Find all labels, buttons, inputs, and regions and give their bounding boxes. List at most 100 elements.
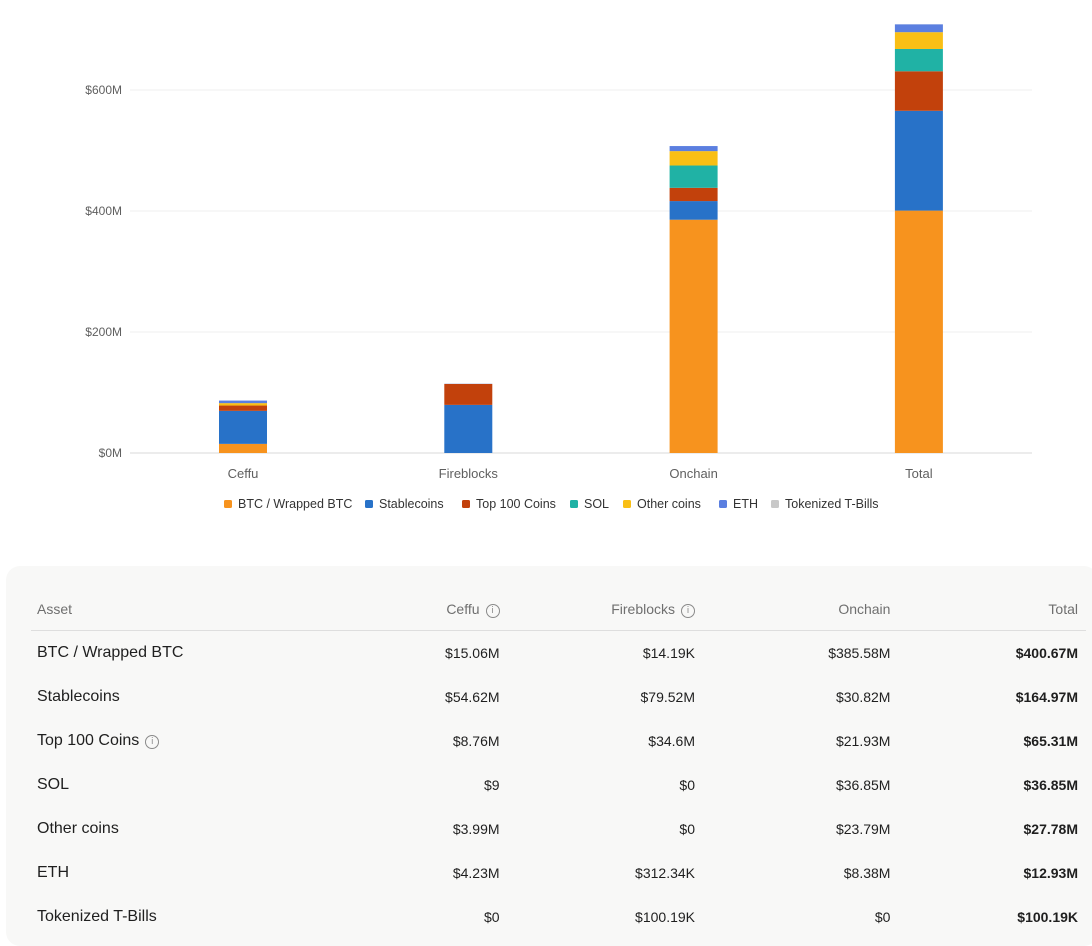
cell-asset: Stablecoins — [31, 675, 333, 719]
bar-segment[interactable] — [895, 24, 943, 32]
cell-total: $400.67M — [890, 631, 1086, 676]
cell-ceffu: $3.99M — [333, 807, 499, 851]
bar-segment[interactable] — [670, 220, 718, 453]
header-asset: Asset — [31, 588, 333, 631]
cell-onchain: $30.82M — [695, 675, 890, 719]
bar-segment[interactable] — [219, 406, 267, 411]
cell-ceffu-value: $8.76M — [453, 733, 500, 749]
x-category-label: Fireblocks — [439, 466, 499, 481]
info-icon[interactable]: i — [486, 604, 500, 618]
bar-segment[interactable] — [895, 211, 943, 453]
legend-item[interactable]: Tokenized T-Bills — [771, 497, 879, 511]
bar-segment[interactable] — [670, 201, 718, 220]
legend-label: BTC / Wrapped BTC — [238, 497, 352, 511]
legend-swatch — [719, 500, 727, 508]
cell-onchain-value: $21.93M — [836, 733, 890, 749]
cell-ceffu-value: $4.23M — [453, 865, 500, 881]
cell-onchain: $23.79M — [695, 807, 890, 851]
cell-asset-value: Tokenized T-Bills — [37, 908, 157, 925]
cell-onchain-value: $23.79M — [836, 821, 890, 837]
cell-asset-value: SOL — [37, 776, 69, 793]
cell-ceffu: $9 — [333, 763, 499, 807]
cell-ceffu-value: $9 — [484, 777, 500, 793]
header-onchain: Onchain — [695, 588, 890, 631]
cell-total: $27.78M — [890, 807, 1086, 851]
legend-item[interactable]: BTC / Wrapped BTC — [224, 497, 352, 511]
cell-ceffu-value: $15.06M — [445, 645, 499, 661]
cell-asset: BTC / Wrapped BTC — [31, 631, 333, 676]
info-icon[interactable]: i — [145, 735, 159, 749]
bar-segment[interactable] — [670, 146, 718, 151]
cell-ceffu: $54.62M — [333, 675, 499, 719]
bar-segment[interactable] — [670, 166, 718, 188]
bar-segment[interactable] — [670, 151, 718, 165]
cell-total: $65.31M — [890, 719, 1086, 763]
bar-segment[interactable] — [219, 411, 267, 444]
bar-segment[interactable] — [670, 188, 718, 201]
cell-fireblocks-value: $14.19K — [643, 645, 695, 661]
cell-ceffu: $0 — [333, 895, 499, 939]
info-icon[interactable]: i — [681, 604, 695, 618]
x-category-label: Total — [905, 466, 933, 481]
cell-fireblocks-value: $34.6M — [648, 733, 695, 749]
header-total-label: Total — [1048, 601, 1078, 617]
cell-fireblocks-value: $0 — [679, 777, 695, 793]
cell-total-value: $27.78M — [1024, 821, 1078, 837]
cell-asset: ETH — [31, 851, 333, 895]
legend-item[interactable]: ETH — [719, 497, 758, 511]
cell-fireblocks: $14.19K — [500, 631, 695, 676]
cell-asset-value: Other coins — [37, 820, 119, 837]
cell-onchain-value: $36.85M — [836, 777, 890, 793]
cell-total: $36.85M — [890, 763, 1086, 807]
cell-asset: Top 100 Coins i — [31, 719, 333, 763]
legend-label: Stablecoins — [379, 497, 444, 511]
cell-fireblocks-value: $79.52M — [641, 689, 695, 705]
legend-swatch — [771, 500, 779, 508]
cell-asset-value: ETH — [37, 864, 69, 881]
bar-segment[interactable] — [219, 401, 267, 404]
cell-asset: Other coins — [31, 807, 333, 851]
legend-item[interactable]: Stablecoins — [365, 497, 444, 511]
legend-item[interactable]: Other coins — [623, 497, 701, 511]
legend-label: Tokenized T-Bills — [785, 497, 879, 511]
cell-total-value: $12.93M — [1024, 865, 1078, 881]
cell-ceffu: $4.23M — [333, 851, 499, 895]
cell-total-value: $100.19K — [1017, 909, 1078, 925]
legend-item[interactable]: SOL — [570, 497, 609, 511]
legend-label: ETH — [733, 497, 758, 511]
cell-total-value: $164.97M — [1016, 689, 1078, 705]
cell-total: $100.19K — [890, 895, 1086, 939]
legend-item[interactable]: Top 100 Coins — [462, 497, 556, 511]
bar-segment[interactable] — [219, 444, 267, 453]
cell-fireblocks: $34.6M — [500, 719, 695, 763]
table-row: SOL $9 $0 $36.85M $36.85M — [31, 763, 1086, 807]
bar-segment[interactable] — [219, 403, 267, 405]
bar-segment[interactable] — [895, 32, 943, 49]
x-category-label: Onchain — [669, 466, 717, 481]
cell-ceffu: $15.06M — [333, 631, 499, 676]
table-row: Tokenized T-Bills $0 $100.19K $0 $100.19K — [31, 895, 1086, 939]
cell-fireblocks-value: $312.34K — [635, 865, 695, 881]
cell-fireblocks-value: $100.19K — [635, 909, 695, 925]
bar-segment[interactable] — [444, 405, 492, 453]
bar-segment[interactable] — [895, 111, 943, 211]
legend-swatch — [224, 500, 232, 508]
bar-segment[interactable] — [895, 71, 943, 111]
cell-total-value: $65.31M — [1024, 733, 1078, 749]
cell-onchain: $8.38M — [695, 851, 890, 895]
table-row: ETH $4.23M $312.34K $8.38M $12.93M — [31, 851, 1086, 895]
cell-onchain-value: $8.38M — [844, 865, 891, 881]
cell-onchain-value: $0 — [875, 909, 891, 925]
y-tick-label: $200M — [85, 325, 122, 339]
header-total: Total — [890, 588, 1086, 631]
cell-total-value: $36.85M — [1024, 777, 1078, 793]
bar-segment[interactable] — [895, 49, 943, 71]
bar-segment[interactable] — [444, 384, 492, 405]
cell-asset-value: BTC / Wrapped BTC — [37, 644, 183, 661]
cell-ceffu-value: $3.99M — [453, 821, 500, 837]
cell-onchain: $385.58M — [695, 631, 890, 676]
cell-onchain: $21.93M — [695, 719, 890, 763]
cell-asset-value: Top 100 Coins — [37, 732, 139, 749]
